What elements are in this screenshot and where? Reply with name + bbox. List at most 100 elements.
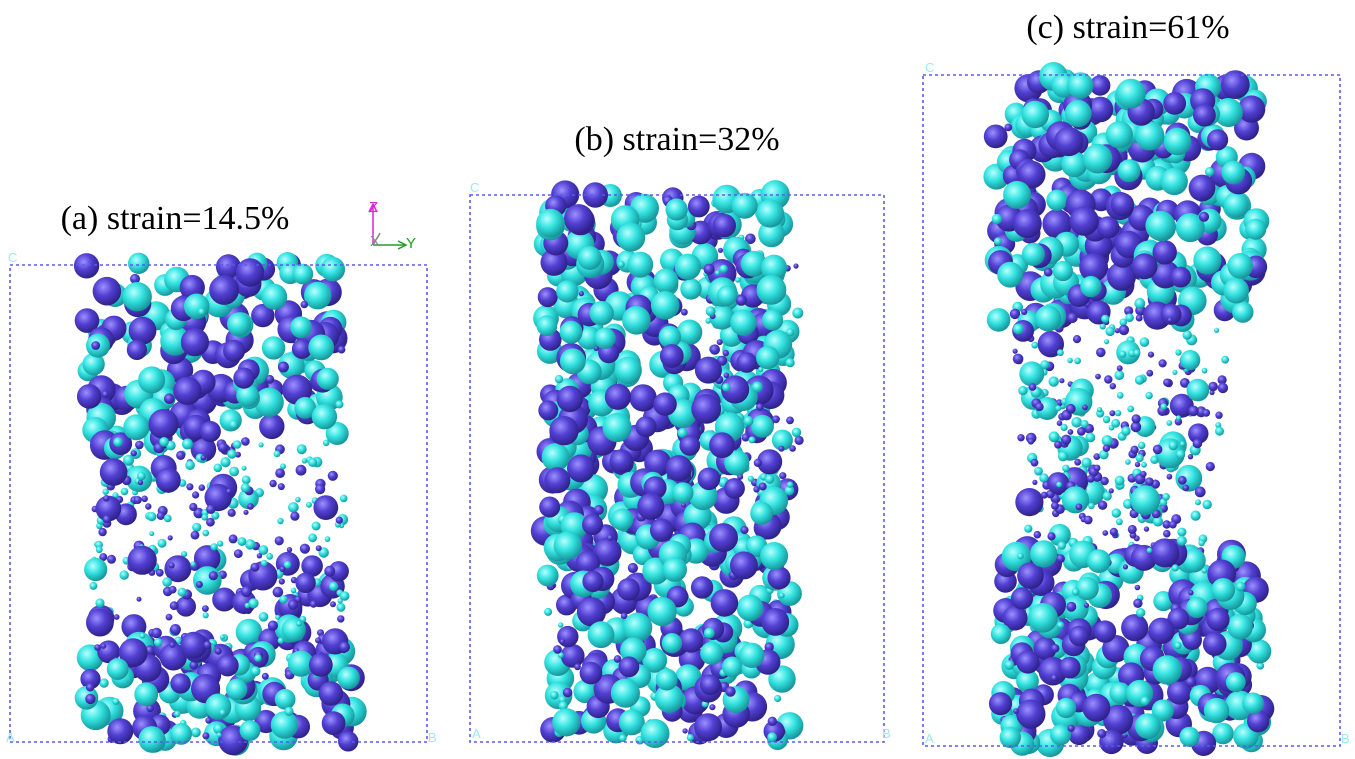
particle (122, 282, 152, 312)
particle (315, 637, 321, 644)
corner-label: B (1341, 731, 1350, 746)
particle (155, 467, 181, 493)
particle (232, 440, 242, 449)
particle (1145, 477, 1154, 487)
particle (679, 628, 704, 653)
particle (210, 543, 218, 551)
particle (1140, 696, 1150, 706)
particle (1116, 518, 1123, 526)
particle (1206, 607, 1230, 632)
particle (705, 317, 712, 324)
particle (80, 668, 101, 690)
particle (1202, 499, 1212, 510)
particle (1068, 625, 1090, 647)
particle (1221, 160, 1246, 185)
particle (1002, 605, 1028, 631)
particle (1162, 520, 1171, 529)
particle (1055, 697, 1077, 719)
particle (610, 678, 641, 708)
particle (618, 709, 645, 736)
particle (1056, 481, 1062, 488)
particle (1127, 524, 1137, 534)
particle (301, 555, 323, 577)
particle (170, 673, 191, 694)
particle (1158, 359, 1167, 368)
particle (267, 620, 278, 631)
particle (1012, 353, 1024, 365)
particle (1163, 529, 1171, 538)
particle (170, 723, 193, 745)
particle (211, 511, 220, 520)
particles (73, 62, 1275, 758)
particle (1004, 123, 1013, 132)
particle (84, 557, 108, 582)
particle (1074, 458, 1082, 466)
particle (265, 374, 275, 384)
particle (1071, 588, 1080, 596)
particle (1066, 601, 1077, 612)
particle (1227, 613, 1253, 640)
particle (290, 587, 297, 594)
particle (167, 535, 173, 541)
axis-triad: Z X Y (368, 199, 416, 252)
particle (687, 195, 710, 218)
particle (251, 303, 275, 328)
particle (1017, 562, 1044, 589)
particle (76, 644, 104, 671)
particle (1015, 488, 1044, 517)
particle (619, 734, 627, 742)
particle (1135, 121, 1165, 151)
particle (103, 495, 110, 502)
particle (318, 681, 344, 706)
particle (162, 577, 172, 587)
particle (609, 449, 633, 473)
particle (1211, 578, 1236, 602)
particle (786, 416, 794, 425)
particle (1227, 252, 1253, 279)
particle (1116, 340, 1141, 365)
particle (86, 608, 114, 637)
particle (694, 713, 723, 742)
particle (1033, 637, 1057, 660)
particle (686, 734, 694, 742)
particle (102, 488, 109, 495)
particle (1214, 327, 1220, 333)
particle (120, 487, 129, 496)
particle (183, 293, 210, 320)
particle (1039, 473, 1049, 483)
particle (1103, 704, 1134, 735)
particle (539, 496, 561, 518)
particle (277, 517, 284, 525)
particle (737, 473, 744, 480)
particle (138, 726, 166, 753)
particle (1122, 564, 1129, 570)
particle (277, 483, 285, 491)
particle (1167, 607, 1190, 630)
particle (1101, 435, 1113, 447)
particle (1081, 457, 1092, 468)
particle (1175, 464, 1203, 492)
particle (195, 581, 203, 588)
particle (729, 551, 758, 580)
particle (677, 320, 702, 345)
particle (1111, 418, 1121, 428)
corner-label: A (472, 726, 481, 741)
particle (1099, 449, 1109, 460)
particle (988, 692, 1013, 716)
particle (778, 445, 785, 452)
particle (1067, 312, 1078, 324)
particle (536, 208, 565, 238)
particle (273, 450, 281, 458)
particle (1135, 454, 1144, 463)
particle (1163, 92, 1187, 115)
particle (709, 432, 735, 459)
particle (740, 525, 749, 535)
particle (1086, 474, 1095, 483)
particle (279, 566, 286, 572)
particle (1177, 475, 1187, 485)
particle (223, 339, 246, 362)
particle (1001, 541, 1032, 572)
particle (758, 366, 764, 372)
particle (1170, 266, 1192, 288)
